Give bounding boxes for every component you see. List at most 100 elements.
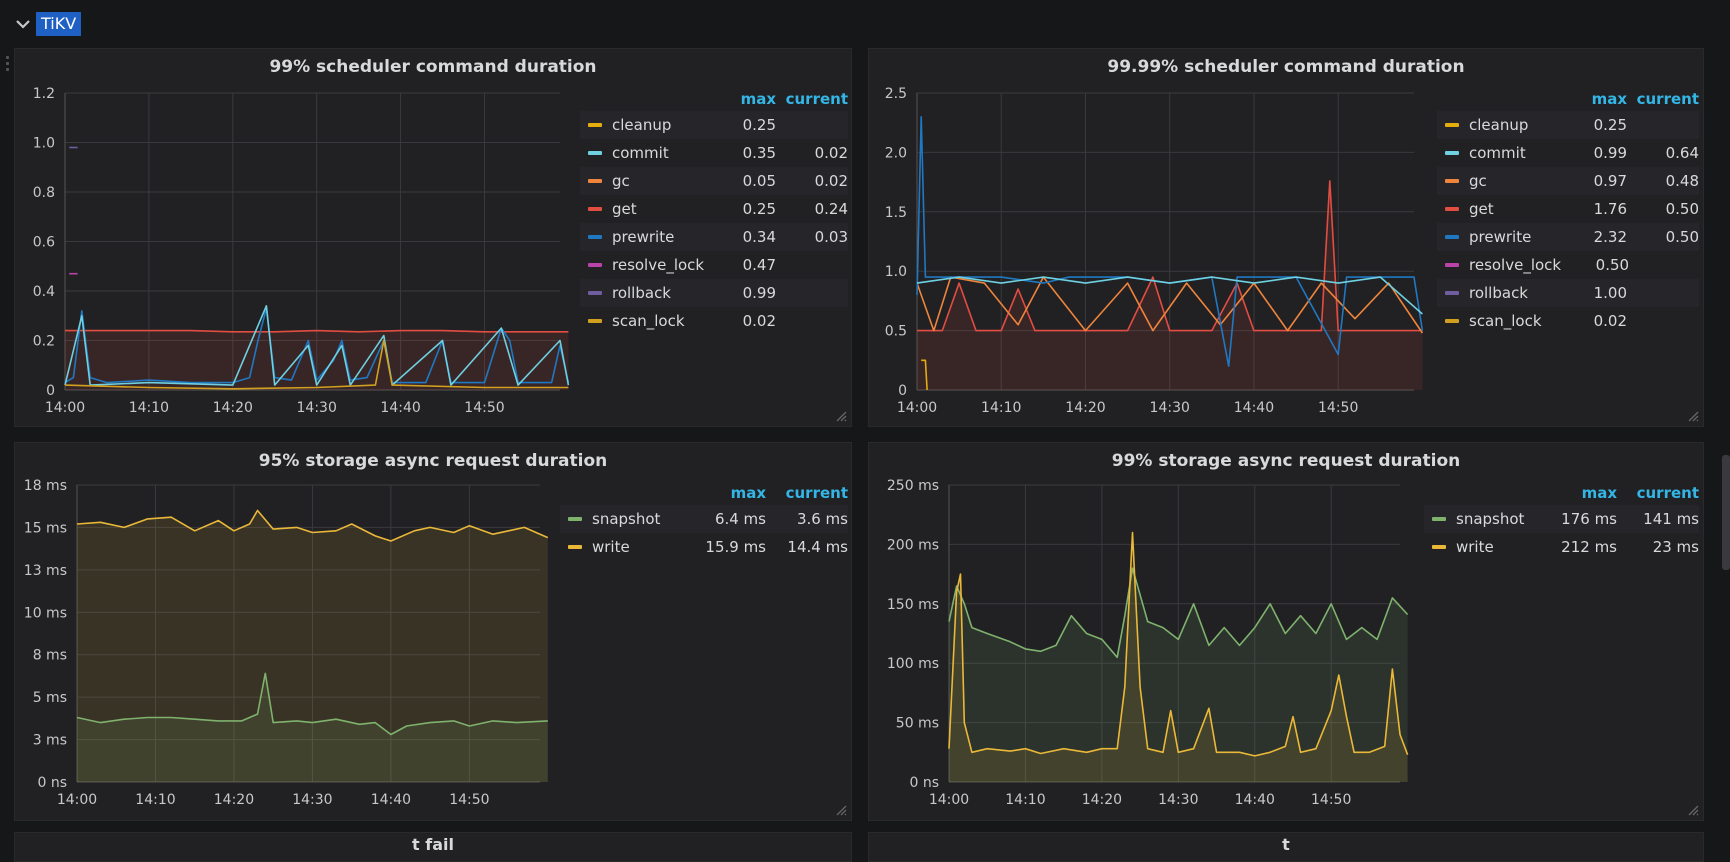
legend-item-cleanup[interactable]: cleanup 0.25 [1437,111,1699,139]
legend-swatch[interactable] [588,207,602,211]
legend-series-name[interactable]: get [612,200,637,218]
legend-swatch[interactable] [588,123,602,127]
legend-series-name[interactable]: commit [1469,144,1526,162]
legend-series-name[interactable]: resolve_lock [612,256,705,274]
panel-title[interactable]: t fail [412,835,454,854]
legend-item-scan_lock[interactable]: scan_lock 0.02 [580,307,848,335]
series-line-commit[interactable] [916,276,1423,315]
series-line-write[interactable] [948,531,1409,757]
panel-title[interactable]: t [1282,835,1290,854]
legend-swatch[interactable] [588,151,602,155]
legend-item-gc[interactable]: gc 0.97 0.48 [1437,167,1699,195]
legend-item-write[interactable]: write 212 ms 23 ms [1424,533,1699,561]
row-header-tikv[interactable]: TiKV [14,8,82,40]
legend-series-name[interactable]: rollback [612,284,671,302]
series-line-scan_lock[interactable] [64,339,569,390]
legend-swatch[interactable] [568,517,582,521]
legend-col-current[interactable]: current [785,484,848,502]
legend-swatch[interactable] [1445,319,1459,323]
legend-series-name[interactable]: get [1469,200,1494,218]
legend-series-name[interactable]: prewrite [612,228,675,246]
legend-item-snapshot[interactable]: snapshot 176 ms 141 ms [1424,505,1699,533]
legend-series-name[interactable]: write [592,538,630,556]
series-line-write[interactable] [76,509,549,542]
legend-swatch[interactable] [1445,179,1459,183]
series-line-commit[interactable] [64,305,570,386]
legend-item-get[interactable]: get 1.76 0.50 [1437,195,1699,223]
legend-item-rollback[interactable]: rollback 0.99 [580,279,848,307]
legend-swatch[interactable] [588,235,602,239]
legend-item-prewrite[interactable]: prewrite 2.32 0.50 [1437,223,1699,251]
x-tick-label: 14:40 [1234,400,1274,416]
panel-title[interactable]: 99.99% scheduler command duration [1107,57,1465,77]
legend-swatch[interactable] [1432,545,1446,549]
series-area-get [65,330,569,390]
legend-item-write[interactable]: write 15.9 ms 14.4 ms [560,533,848,561]
legend-item-snapshot[interactable]: snapshot 6.4 ms 3.6 ms [560,505,848,533]
legend-series-name[interactable]: commit [612,144,669,162]
legend-series-name[interactable]: scan_lock [1469,312,1542,330]
legend-max-value: 0.47 [742,256,776,274]
legend-swatch[interactable] [1445,123,1459,127]
legend-swatch[interactable] [1445,291,1459,295]
resize-handle-icon[interactable] [1687,804,1699,816]
legend-series-name[interactable]: scan_lock [612,312,685,330]
legend-col-current[interactable]: current [1636,90,1699,108]
series-line-cleanup[interactable] [921,359,928,391]
drag-handle-icon[interactable] [6,56,10,74]
legend-item-scan_lock[interactable]: scan_lock 0.02 [1437,307,1699,335]
scrollbar[interactable] [1722,455,1730,570]
legend-item-gc[interactable]: gc 0.05 0.02 [580,167,848,195]
legend-col-max[interactable]: max [1591,90,1627,108]
legend-series-name[interactable]: cleanup [1469,116,1529,134]
legend-col-max[interactable]: max [730,484,766,502]
legend-series-name[interactable]: prewrite [1469,228,1532,246]
legend-swatch[interactable] [588,291,602,295]
legend-series-name[interactable]: snapshot [1456,510,1525,528]
legend-series-name[interactable]: resolve_lock [1469,256,1562,274]
row-title[interactable]: TiKV [36,12,82,36]
legend-item-commit[interactable]: commit 0.99 0.64 [1437,139,1699,167]
series-line-snapshot[interactable] [948,567,1409,659]
panel-title[interactable]: 99% storage async request duration [1111,451,1461,471]
resize-handle-icon[interactable] [835,410,847,422]
legend-swatch[interactable] [568,545,582,549]
chevron-down-icon[interactable] [14,15,32,33]
legend-col-max[interactable]: max [740,90,776,108]
legend-series-name[interactable]: write [1456,538,1494,556]
legend-swatch[interactable] [588,263,602,267]
legend-item-cleanup[interactable]: cleanup 0.25 [580,111,848,139]
legend-col-current[interactable]: current [785,90,848,108]
legend-series-name[interactable]: cleanup [612,116,672,134]
resize-handle-icon[interactable] [835,804,847,816]
legend-item-resolve_lock[interactable]: resolve_lock 0.50 [1437,251,1699,279]
legend-series-name[interactable]: snapshot [592,510,661,528]
legend-max-value: 0.25 [1593,116,1627,134]
legend-swatch[interactable] [1445,235,1459,239]
legend-col-max[interactable]: max [1581,484,1617,502]
series-line-get[interactable] [65,329,569,333]
legend-swatch[interactable] [1445,151,1459,155]
series-line-get[interactable] [917,180,1423,332]
series-line-snapshot[interactable] [76,672,548,736]
legend-series-name[interactable]: gc [1469,172,1487,190]
legend-item-get[interactable]: get 0.25 0.24 [580,195,848,223]
resize-handle-icon[interactable] [1687,410,1699,422]
legend-swatch[interactable] [1432,517,1446,521]
panel-title[interactable]: 95% storage async request duration [258,451,608,471]
y-tick-label: 0.6 [33,235,55,251]
series-line-gc[interactable] [916,276,1424,334]
legend-series-name[interactable]: rollback [1469,284,1528,302]
legend-swatch[interactable] [1445,263,1459,267]
legend-series-name[interactable]: gc [612,172,630,190]
legend-item-prewrite[interactable]: prewrite 0.34 0.03 [580,223,848,251]
legend-item-commit[interactable]: commit 0.35 0.02 [580,139,848,167]
legend-swatch[interactable] [588,179,602,183]
panel-title[interactable]: 99% scheduler command duration [269,57,597,77]
legend-item-resolve_lock[interactable]: resolve_lock 0.47 [580,251,848,279]
legend-col-current[interactable]: current [1636,484,1699,502]
series-area-snapshot [949,568,1408,782]
legend-swatch[interactable] [1445,207,1459,211]
legend-swatch[interactable] [588,319,602,323]
legend-item-rollback[interactable]: rollback 1.00 [1437,279,1699,307]
